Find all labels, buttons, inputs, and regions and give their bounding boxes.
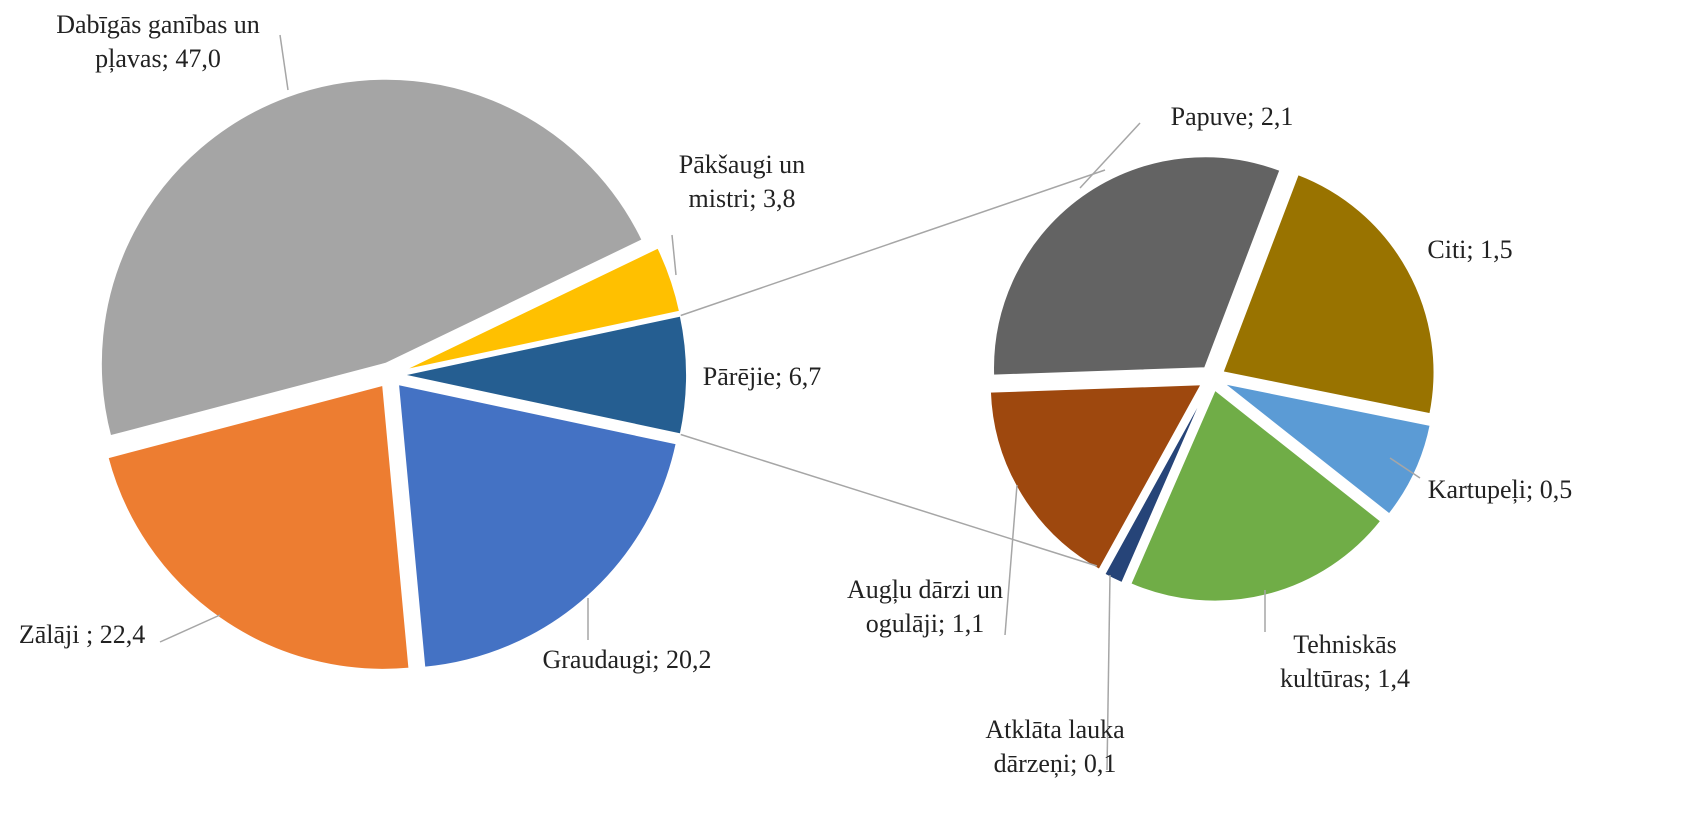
label-category: Dabīgās ganības un pļavas <box>56 10 260 73</box>
data-label: Tehniskās kultūras; 1,4 <box>1260 628 1430 696</box>
leader-line <box>279 34 289 91</box>
label-category: Augļu dārzi un ogulāji <box>847 575 1003 638</box>
label-separator: ; <box>749 184 763 213</box>
leader-line <box>1106 574 1111 771</box>
label-separator: ; <box>1070 749 1084 778</box>
pie-slice <box>401 314 688 436</box>
pie-slice <box>400 246 682 373</box>
pie-slice <box>396 382 678 669</box>
pie-slice <box>1102 388 1208 585</box>
pie-slice <box>106 383 411 671</box>
pie-slice <box>99 77 644 438</box>
data-label: Zālāji ; 22,4 <box>0 618 172 652</box>
label-category: Pārējie <box>702 362 775 391</box>
data-label: Dabīgās ganības un pļavas; 47,0 <box>23 8 293 76</box>
label-category: Tehniskās kultūras <box>1280 630 1397 693</box>
data-label: Papuve; 2,1 <box>1147 100 1317 134</box>
label-category: Citi <box>1427 235 1467 264</box>
label-category: Atklāta lauka dārzeņi <box>985 715 1125 778</box>
label-separator: ; <box>1466 235 1481 264</box>
label-separator: ; <box>1363 664 1378 693</box>
label-value: 22,4 <box>99 620 146 649</box>
data-label: Pākšaugi un mistri; 3,8 <box>647 148 837 216</box>
pie-slice <box>1221 172 1436 416</box>
data-label: Pārējie; 6,7 <box>652 360 872 394</box>
label-category: Zālāji <box>18 620 86 649</box>
label-category: Pākšaugi un mistri <box>678 150 806 213</box>
label-value: 1,5 <box>1480 235 1513 264</box>
connector-line <box>680 433 1098 567</box>
connector-line <box>680 169 1106 317</box>
label-value: 0,5 <box>1539 475 1573 504</box>
label-category: Papuve <box>1170 102 1248 131</box>
label-separator: ; <box>937 609 952 638</box>
pie-slice <box>1222 382 1432 516</box>
label-separator: ; <box>161 44 176 73</box>
pie-slice <box>992 155 1282 377</box>
label-value: 47,0 <box>175 44 221 73</box>
leader-line <box>159 614 221 643</box>
data-label: Citi; 1,5 <box>1400 233 1540 267</box>
label-value: 2,1 <box>1260 102 1294 131</box>
pie-slice <box>988 383 1204 572</box>
data-label: Atklāta lauka dārzeņi; 0,1 <box>965 713 1145 781</box>
label-separator: ; <box>1525 475 1540 504</box>
leader-line <box>1389 457 1421 479</box>
label-value: 1,1 <box>951 609 985 638</box>
data-label: Kartupeļi; 0,5 <box>1425 473 1575 507</box>
label-separator: ; <box>1247 102 1261 131</box>
label-value: 20,2 <box>665 645 712 674</box>
label-category: Kartupeļi <box>1427 475 1526 504</box>
label-value: 3,8 <box>762 184 796 213</box>
label-value: 0,1 <box>1083 749 1117 778</box>
label-category: Graudaugi <box>542 645 653 674</box>
label-separator: ; <box>774 362 789 391</box>
label-value: 1,4 <box>1377 664 1411 693</box>
data-label: Graudaugi; 20,2 <box>507 643 747 677</box>
leader-line <box>1004 484 1018 636</box>
label-separator: ; <box>652 645 666 674</box>
label-value: 6,7 <box>788 362 822 391</box>
leader-line <box>1079 122 1141 189</box>
pie-slice <box>1128 388 1383 603</box>
label-separator: ; <box>85 620 100 649</box>
data-label: Augļu dārzi un ogulāji; 1,1 <box>830 573 1020 641</box>
leader-line <box>671 234 677 276</box>
